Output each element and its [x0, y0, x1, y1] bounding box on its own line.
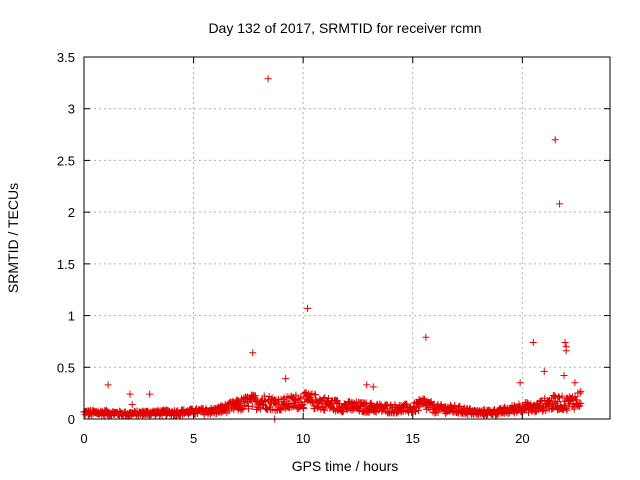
data-point	[563, 406, 571, 414]
data-point	[560, 372, 568, 380]
data-point	[576, 389, 584, 397]
data-point	[562, 347, 570, 355]
data-point	[562, 405, 570, 413]
x-tick-label: 20	[515, 431, 529, 446]
data-point	[451, 402, 459, 410]
data-point	[255, 404, 263, 412]
data-point	[126, 390, 134, 398]
data-point	[371, 407, 379, 415]
data-point	[554, 398, 562, 406]
data-point	[321, 406, 329, 414]
data-point	[523, 398, 531, 406]
data-point	[577, 388, 585, 396]
data-point	[363, 381, 371, 389]
data-point	[525, 409, 533, 417]
chart-title: Day 132 of 2017, SRMTID for receiver rcm…	[208, 20, 481, 36]
data-point	[257, 397, 265, 405]
x-tick-label: 0	[80, 431, 87, 446]
data-point	[434, 408, 442, 416]
data-point	[529, 338, 537, 346]
data-point	[551, 136, 559, 144]
data-point	[251, 392, 259, 400]
data-point	[292, 391, 300, 399]
axis-ticks: 0 0.5 1 1.5 2 2.5 3 3.5 0 5 10 15 20	[57, 50, 610, 446]
data-point	[554, 393, 562, 401]
y-tick-label: 0.5	[57, 360, 75, 375]
data-point	[286, 399, 294, 407]
data-point	[128, 401, 136, 409]
data-point	[524, 399, 532, 407]
data-point	[317, 405, 325, 413]
data-points	[80, 75, 585, 423]
data-point	[282, 375, 290, 383]
y-tick-label: 3.5	[57, 50, 75, 65]
data-point	[349, 399, 357, 407]
data-point	[308, 390, 316, 398]
data-point	[571, 379, 579, 387]
data-point	[356, 403, 364, 411]
data-point	[558, 392, 566, 400]
data-point	[531, 408, 539, 416]
data-point	[577, 399, 585, 407]
x-axis-label: GPS time / hours	[292, 458, 399, 474]
data-point	[561, 338, 569, 346]
y-axis-label: SRMTID / TECUs	[5, 183, 21, 293]
data-point	[312, 391, 320, 399]
data-point	[570, 405, 578, 413]
plot-frame	[83, 56, 611, 420]
data-point	[556, 200, 564, 208]
data-point	[411, 408, 419, 416]
data-point	[332, 407, 340, 415]
y-tick-label: 3	[68, 102, 75, 117]
data-point	[164, 406, 172, 414]
data-point	[548, 405, 556, 413]
y-tick-label: 0	[68, 412, 75, 427]
data-point	[244, 405, 252, 413]
y-tick-label: 2	[68, 205, 75, 220]
grid-lines	[84, 57, 610, 419]
data-point	[300, 405, 308, 413]
data-point	[104, 381, 112, 389]
data-point	[277, 406, 285, 414]
data-point	[494, 410, 502, 418]
data-point	[321, 394, 329, 402]
x-tick-label: 5	[190, 431, 197, 446]
y-tick-label: 1.5	[57, 257, 75, 272]
x-tick-label: 10	[296, 431, 310, 446]
data-point	[369, 383, 377, 391]
data-point	[317, 396, 325, 404]
data-point	[304, 304, 312, 312]
data-point	[311, 390, 319, 398]
data-point	[542, 407, 550, 415]
data-point	[202, 405, 210, 413]
data-point	[279, 396, 287, 404]
data-point	[521, 406, 529, 414]
data-point	[361, 400, 369, 408]
data-point	[338, 408, 346, 416]
data-point	[301, 388, 309, 396]
data-point	[414, 407, 422, 415]
data-point	[456, 402, 464, 410]
data-point	[239, 405, 247, 413]
data-point	[422, 333, 430, 341]
data-point	[146, 390, 154, 398]
x-tick-label: 15	[406, 431, 420, 446]
data-point	[248, 402, 256, 410]
data-point	[261, 396, 269, 404]
data-point	[516, 379, 524, 387]
data-point	[264, 75, 272, 83]
y-tick-label: 1	[68, 309, 75, 324]
data-point	[297, 394, 305, 402]
data-point	[410, 403, 418, 411]
data-point	[249, 349, 257, 357]
y-tick-label: 2.5	[57, 153, 75, 168]
data-point	[313, 404, 321, 412]
data-point	[540, 367, 548, 375]
